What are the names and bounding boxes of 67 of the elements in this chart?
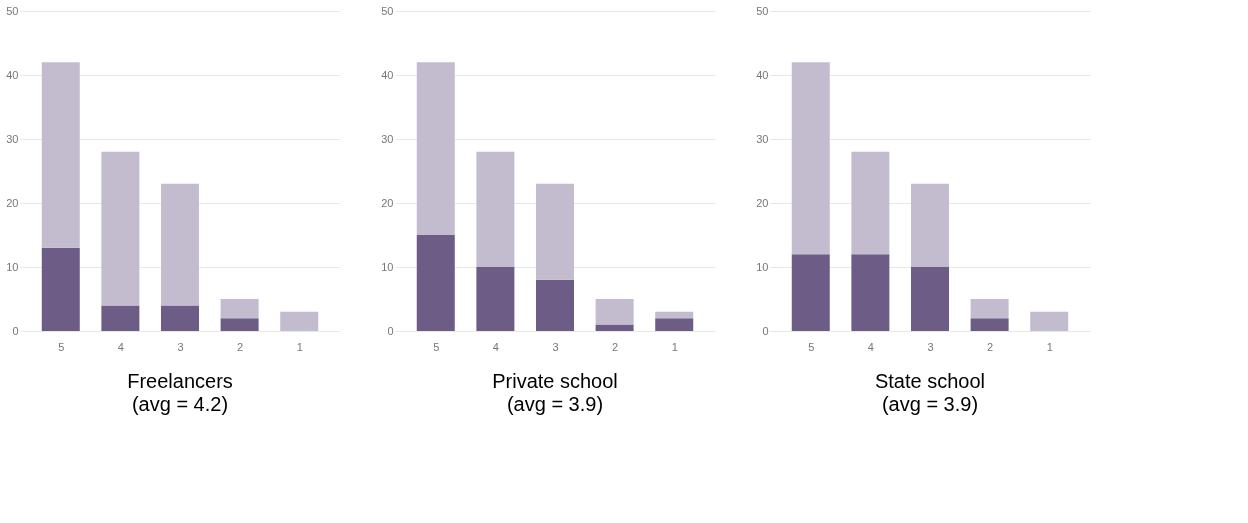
x-tick-label: 5 (58, 340, 65, 353)
bar (851, 151, 890, 255)
x-tick-label: 4 (867, 340, 874, 353)
y-tick-label: 10 (6, 260, 19, 273)
y-tick-label: 20 (381, 196, 394, 209)
x-tick-label: 1 (1046, 340, 1053, 353)
bar (536, 183, 574, 280)
x-tick-label: 1 (671, 340, 678, 353)
y-tick-label: 10 (381, 260, 394, 273)
bar (416, 62, 455, 235)
bar (911, 183, 949, 267)
y-tick-label: 20 (6, 196, 19, 209)
bar (536, 279, 574, 331)
bar (970, 299, 1009, 319)
bar (911, 267, 949, 331)
bar (161, 305, 199, 331)
y-tick-label: 50 (6, 4, 19, 17)
x-tick-label: 3 (927, 340, 934, 353)
bar (655, 311, 694, 319)
bar (161, 183, 199, 306)
y-tick-label: 30 (756, 132, 769, 145)
bar (280, 311, 319, 331)
x-tick-label: 5 (433, 340, 440, 353)
y-tick-label: 40 (756, 68, 769, 81)
bar (595, 324, 634, 331)
y-tick-label: 0 (12, 324, 19, 337)
y-tick-label: 40 (6, 68, 19, 81)
bar (41, 62, 80, 248)
bar (101, 151, 140, 306)
text: (avg = 4.2) (131, 393, 229, 415)
x-tick-label: 4 (117, 340, 124, 353)
text: State school (874, 370, 986, 392)
bar (791, 62, 830, 255)
bar (220, 299, 259, 319)
text: (avg = 3.9) (506, 393, 604, 415)
y-tick-label: 0 (762, 324, 769, 337)
y-tick-label: 0 (387, 324, 394, 337)
y-tick-label: 40 (381, 68, 394, 81)
text: Private school (492, 370, 618, 392)
bar (220, 318, 259, 331)
bar (791, 254, 830, 331)
bar (41, 247, 80, 331)
x-tick-label: 4 (492, 340, 499, 353)
x-tick-label: 2 (987, 340, 994, 353)
y-tick-label: 10 (756, 260, 769, 273)
bar (655, 318, 694, 331)
bar (1030, 311, 1069, 331)
bar (851, 254, 890, 331)
y-tick-label: 30 (381, 132, 394, 145)
y-tick-label: 50 (756, 4, 769, 17)
x-tick-label: 3 (552, 340, 559, 353)
bar (476, 151, 515, 267)
text: (avg = 3.9) (881, 393, 979, 415)
bar (476, 267, 515, 331)
bar (970, 318, 1009, 331)
text: Freelancers (127, 370, 233, 392)
x-tick-label: 1 (296, 340, 303, 353)
bar (101, 305, 140, 331)
bar (416, 235, 455, 331)
x-tick-label: 3 (177, 340, 184, 353)
x-tick-label: 5 (808, 340, 815, 353)
bar (595, 299, 634, 325)
y-tick-label: 20 (756, 196, 769, 209)
x-tick-label: 2 (237, 340, 244, 353)
x-tick-label: 2 (612, 340, 619, 353)
y-tick-label: 30 (6, 132, 19, 145)
y-tick-label: 50 (381, 4, 394, 17)
